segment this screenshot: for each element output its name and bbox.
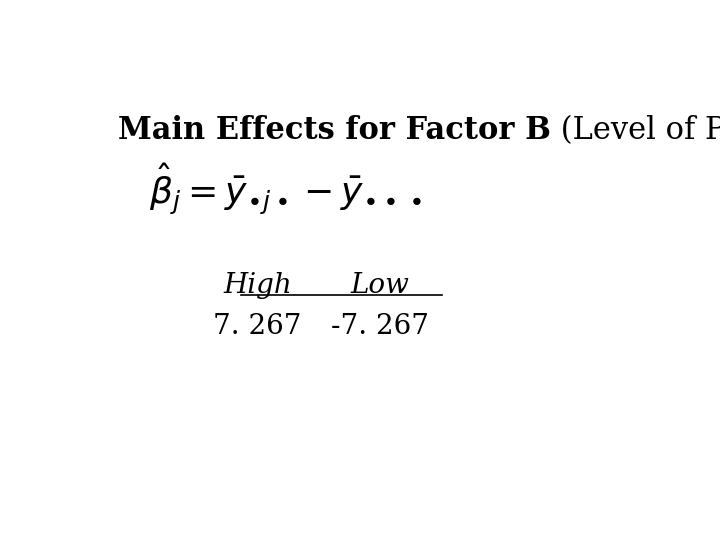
Text: 7. 267: 7. 267 (213, 313, 302, 340)
Text: Main Effects for Factor B: Main Effects for Factor B (118, 114, 551, 146)
Text: Low: Low (351, 272, 410, 299)
Text: $\hat{\beta}_j = \bar{y}_{\bullet j\bullet} - \bar{y}_{\bullet\bullet\bullet}$: $\hat{\beta}_j = \bar{y}_{\bullet j\bull… (149, 162, 422, 217)
Text: High: High (223, 272, 292, 299)
Text: (Level of Protein): (Level of Protein) (551, 114, 720, 146)
Text: -7. 267: -7. 267 (331, 313, 429, 340)
